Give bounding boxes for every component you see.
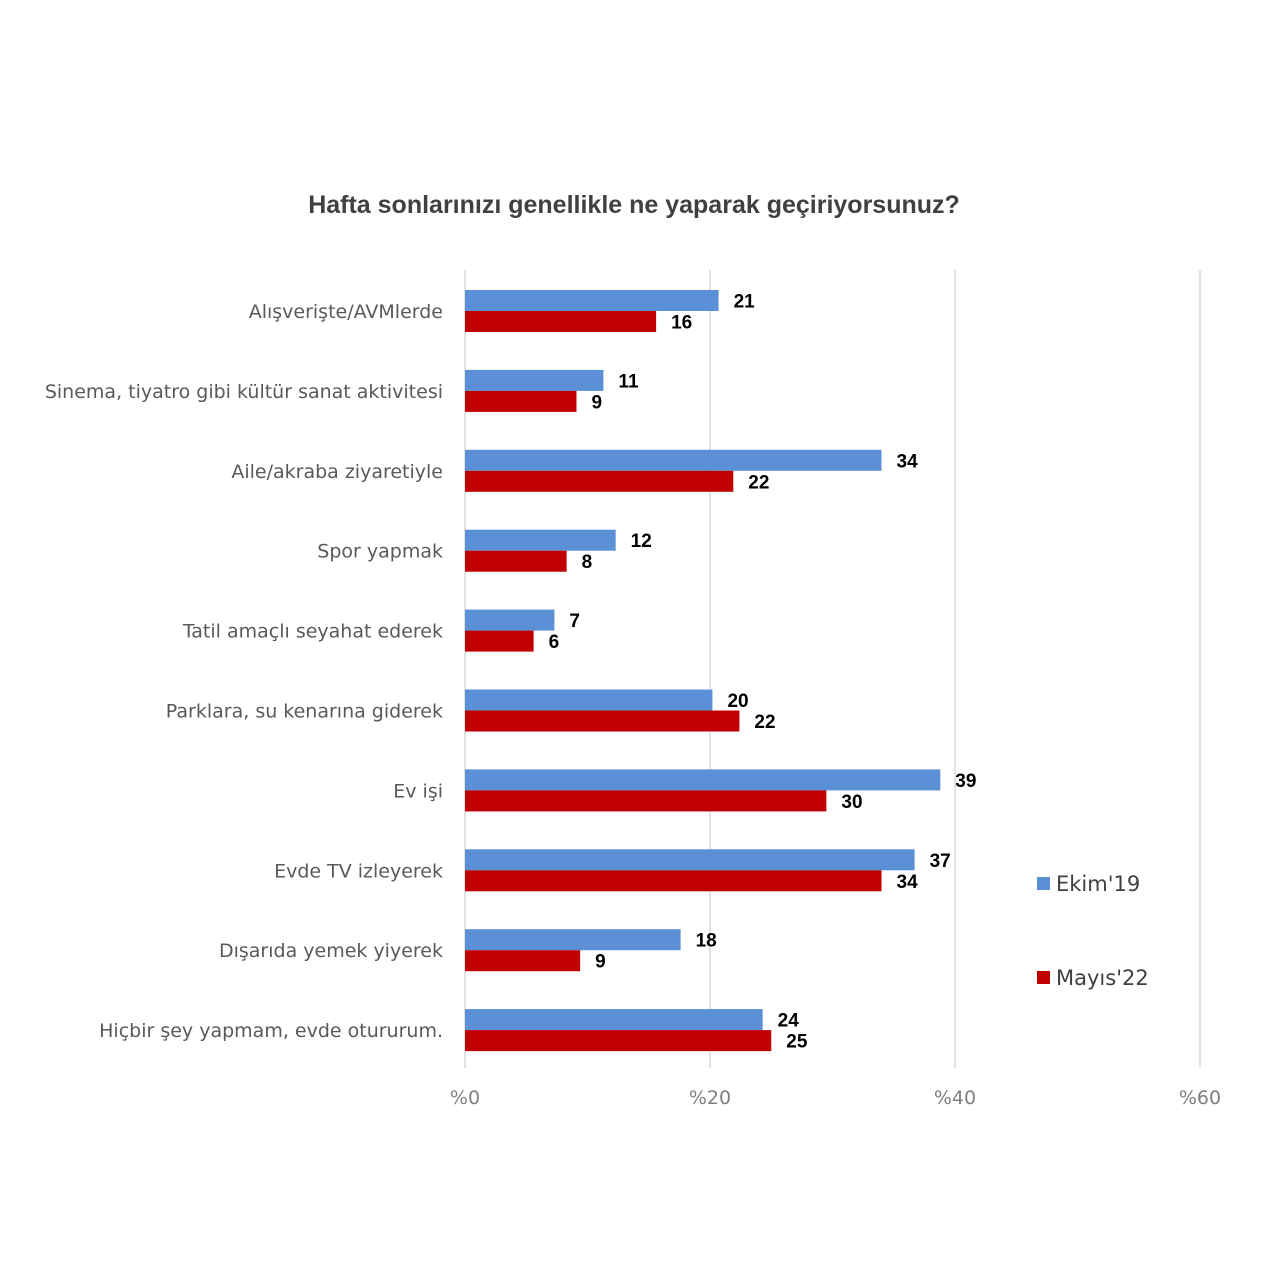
x-tick-label: %60 bbox=[1179, 1087, 1221, 1109]
x-axis-tick-labels: %0 %20 %40 %60 bbox=[450, 1087, 1221, 1109]
data-label: 20 bbox=[727, 691, 748, 712]
bar-mayis22 bbox=[465, 550, 567, 572]
bar-ekim19 bbox=[465, 369, 604, 391]
data-label: 16 bbox=[671, 313, 692, 334]
category-label: Parklara, su kenarına giderek bbox=[166, 701, 443, 723]
data-label: 34 bbox=[897, 451, 919, 472]
category-label: Aile/akraba ziyaretiyle bbox=[231, 461, 443, 483]
data-label: 18 bbox=[696, 931, 717, 952]
category-label: Sinema, tiyatro gibi kültür sanat aktivi… bbox=[45, 381, 443, 403]
bar-ekim19 bbox=[465, 1009, 763, 1031]
bar-ekim19 bbox=[465, 929, 681, 951]
data-label: 9 bbox=[595, 952, 606, 973]
category-label: Hiçbir şey yapmam, evde otururum. bbox=[99, 1020, 443, 1042]
data-label: 21 bbox=[734, 292, 756, 313]
chart-title: Hafta sonlarınızı genellikle ne yaparak … bbox=[308, 191, 960, 219]
data-label: 37 bbox=[930, 851, 951, 872]
bar-ekim19 bbox=[465, 769, 941, 791]
bars bbox=[465, 290, 941, 1052]
data-label: 22 bbox=[748, 472, 769, 493]
bar-mayis22 bbox=[465, 710, 740, 732]
category-label: Dışarıda yemek yiyerek bbox=[219, 940, 443, 962]
legend-swatch bbox=[1037, 877, 1050, 890]
bar-mayis22 bbox=[465, 950, 581, 972]
bar-ekim19 bbox=[465, 849, 915, 871]
category-labels: Alışverişte/AVMlerde Sinema, tiyatro gibi… bbox=[45, 301, 443, 1042]
data-label: 22 bbox=[754, 712, 775, 733]
category-label: Spor yapmak bbox=[317, 541, 443, 563]
data-label: 25 bbox=[786, 1032, 808, 1053]
category-label: Alışverişte/AVMlerde bbox=[249, 301, 443, 323]
data-label: 8 bbox=[582, 552, 593, 573]
bar-mayis22 bbox=[465, 870, 882, 892]
bar-ekim19 bbox=[465, 529, 616, 551]
x-tick-label: %0 bbox=[450, 1087, 480, 1109]
data-label: 11 bbox=[618, 371, 639, 392]
legend: Ekim'19 Mayıs'22 bbox=[1037, 872, 1149, 990]
category-label: Evde TV izleyerek bbox=[274, 860, 443, 882]
bar-mayis22 bbox=[465, 311, 657, 332]
data-label: 6 bbox=[549, 632, 560, 653]
x-tick-label: %20 bbox=[689, 1087, 731, 1109]
bar-mayis22 bbox=[465, 390, 577, 412]
data-labels: 21 11 34 12 7 20 39 37 18 24 16 9 22 8 6 22 30 34 9 25 bbox=[549, 292, 977, 1053]
data-label: 39 bbox=[955, 771, 976, 792]
bar-ekim19 bbox=[465, 689, 713, 711]
bar-ekim19 bbox=[465, 449, 882, 471]
bar-mayis22 bbox=[465, 790, 827, 812]
bar-ekim19 bbox=[465, 609, 555, 631]
bar-mayis22 bbox=[465, 630, 534, 652]
x-tick-label: %40 bbox=[934, 1087, 976, 1109]
bar-mayis22 bbox=[465, 470, 734, 492]
data-label: 24 bbox=[778, 1011, 800, 1032]
data-label: 9 bbox=[591, 392, 602, 413]
bar-mayis22 bbox=[465, 1030, 772, 1052]
category-label: Ev işi bbox=[393, 780, 443, 802]
data-label: 7 bbox=[569, 611, 580, 632]
legend-swatch bbox=[1037, 971, 1050, 984]
legend-label: Mayıs'22 bbox=[1056, 966, 1149, 990]
category-label: Tatil amaçlı seyahat ederek bbox=[182, 621, 443, 643]
data-label: 34 bbox=[897, 872, 919, 893]
data-label: 12 bbox=[631, 531, 652, 552]
bar-ekim19 bbox=[465, 290, 719, 311]
data-label: 30 bbox=[841, 792, 862, 813]
legend-label: Ekim'19 bbox=[1056, 872, 1140, 896]
